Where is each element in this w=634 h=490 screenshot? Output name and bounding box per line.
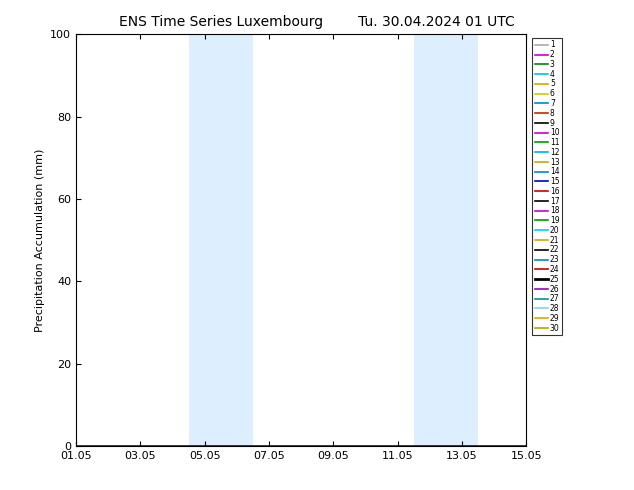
Bar: [446, 34, 478, 446]
Text: ENS Time Series Luxembourg        Tu. 30.04.2024 01 UTC: ENS Time Series Luxembourg Tu. 30.04.202…: [119, 15, 515, 29]
Bar: [189, 34, 221, 446]
Bar: [221, 34, 253, 446]
Bar: [413, 34, 446, 446]
Y-axis label: Precipitation Accumulation (mm): Precipitation Accumulation (mm): [35, 148, 44, 332]
Legend: 1, 2, 3, 4, 5, 6, 7, 8, 9, 10, 11, 12, 13, 14, 15, 16, 17, 18, 19, 20, 21, 22, 2: 1, 2, 3, 4, 5, 6, 7, 8, 9, 10, 11, 12, 1…: [533, 38, 562, 335]
